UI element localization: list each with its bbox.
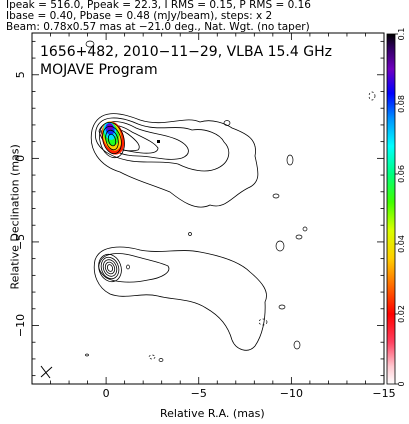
core-marker — [157, 140, 160, 143]
x-axis-label: Relative R.A. (mas) — [160, 407, 265, 420]
colorbar-tick-label: 0.1 — [397, 28, 406, 41]
colorbar — [386, 33, 396, 385]
lower-core-4 — [104, 261, 116, 275]
beam-cross — [40, 365, 53, 379]
chart-title: 1656+482, 2010−11−29, VLBA 15.4 GHz — [40, 44, 332, 60]
lower-contour-2 — [98, 253, 170, 283]
chart-subtitle: MOJAVE Program — [40, 62, 158, 78]
lower-core-3 — [102, 259, 118, 277]
colorbar-tick-label: 0.08 — [397, 95, 406, 113]
y-tick-label: 0 — [14, 155, 27, 162]
jet-contour-outer — [90, 113, 259, 208]
x-tick-label: −5 — [191, 387, 207, 400]
y-tick-label: −10 — [14, 314, 27, 337]
lower-core-5 — [106, 264, 114, 272]
header-line-3: Beam: 0.78x0.57 mas at −21.0 deg., Nat. … — [6, 21, 310, 33]
colorbar-tick-label: 0.04 — [397, 235, 406, 253]
lower-contour-outer — [93, 246, 267, 351]
y-axis-label: Relative Declination (mas) — [8, 144, 22, 290]
lower-core-1 — [98, 253, 122, 283]
y-tick-label: −5 — [14, 234, 27, 250]
jet-contour-2 — [95, 117, 230, 172]
x-tick-label: −10 — [280, 387, 303, 400]
plot-frame — [31, 32, 385, 385]
colorbar-tick-label: 0 — [397, 381, 406, 386]
jet-contour-3 — [98, 121, 189, 160]
lower-core-2 — [100, 256, 120, 280]
header-line-2: Ibase = 0.40, Pbase = 0.48 (mJy/beam), s… — [6, 10, 273, 22]
colorbar-tick-label: 0.02 — [397, 305, 406, 323]
axis-ticks: 0 −5 −10 −15 5 0 −5 −10 — [14, 33, 396, 400]
colorbar-tick-label: 0.06 — [397, 165, 406, 183]
contour-layer — [40, 40, 376, 379]
header-line-1: Ipeak = 516.0, Ppeak = 22.3, I RMS = 0.1… — [6, 0, 311, 11]
y-tick-label: 5 — [14, 71, 27, 78]
x-tick-label: −15 — [372, 387, 395, 400]
core-color-purple — [107, 123, 113, 131]
x-tick-label: 0 — [103, 387, 110, 400]
colorbar-ticks: 0 0.02 0.04 0.06 0.08 0.1 — [395, 28, 406, 387]
